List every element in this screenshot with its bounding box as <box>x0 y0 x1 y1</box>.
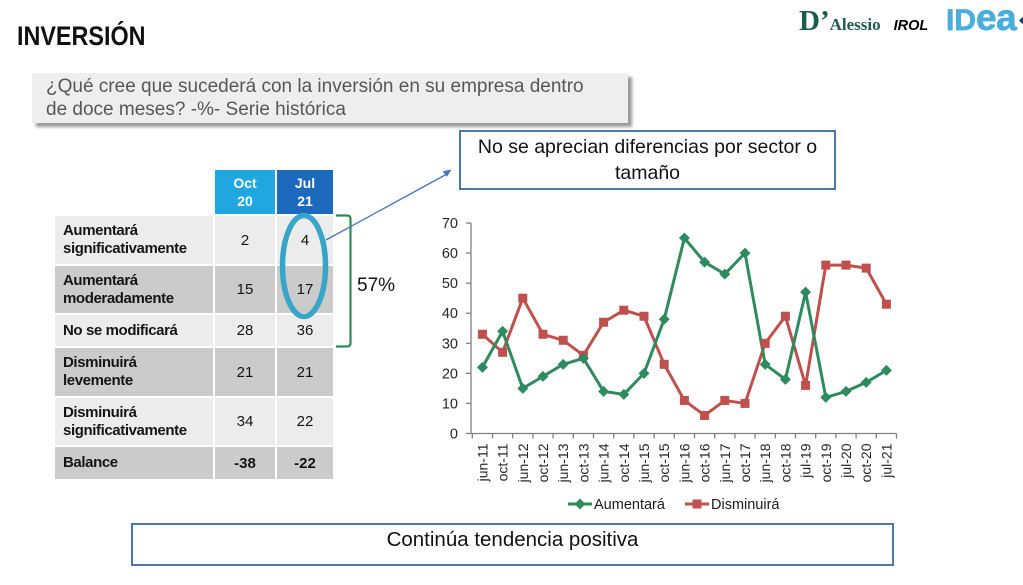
svg-text:Disminuirá: Disminuirá <box>711 497 780 513</box>
svg-text:jun-14: jun-14 <box>596 443 612 483</box>
svg-text:20: 20 <box>442 366 458 382</box>
svg-text:oct-13: oct-13 <box>575 443 591 482</box>
svg-text:oct-18: oct-18 <box>777 443 793 482</box>
svg-text:jun-12: jun-12 <box>515 443 531 483</box>
svg-text:oct-19: oct-19 <box>818 443 834 482</box>
svg-text:jun-18: jun-18 <box>757 443 773 483</box>
svg-text:jun-17: jun-17 <box>717 443 733 483</box>
svg-text:oct-16: oct-16 <box>697 443 713 482</box>
svg-text:Aumentará: Aumentará <box>594 497 666 513</box>
svg-text:oct-17: oct-17 <box>737 443 753 482</box>
svg-text:oct-12: oct-12 <box>535 443 551 482</box>
svg-text:40: 40 <box>442 306 458 322</box>
svg-text:10: 10 <box>442 396 458 412</box>
svg-text:jun-13: jun-13 <box>555 443 571 483</box>
svg-text:jun-15: jun-15 <box>636 443 652 483</box>
svg-text:oct-14: oct-14 <box>616 443 632 482</box>
svg-text:60: 60 <box>442 246 458 262</box>
svg-text:70: 70 <box>442 216 458 232</box>
svg-text:0: 0 <box>450 427 458 443</box>
svg-text:oct-11: oct-11 <box>495 443 511 481</box>
svg-text:jul-20: jul-20 <box>838 443 854 478</box>
svg-text:oct-15: oct-15 <box>656 443 672 482</box>
svg-text:30: 30 <box>442 336 458 352</box>
svg-text:jun-16: jun-16 <box>676 443 692 483</box>
svg-text:50: 50 <box>442 276 458 292</box>
svg-text:jul-21: jul-21 <box>878 443 894 478</box>
svg-text:oct-20: oct-20 <box>858 443 874 482</box>
svg-text:jul-19: jul-19 <box>798 443 814 478</box>
svg-text:jun-11: jun-11 <box>474 443 490 482</box>
